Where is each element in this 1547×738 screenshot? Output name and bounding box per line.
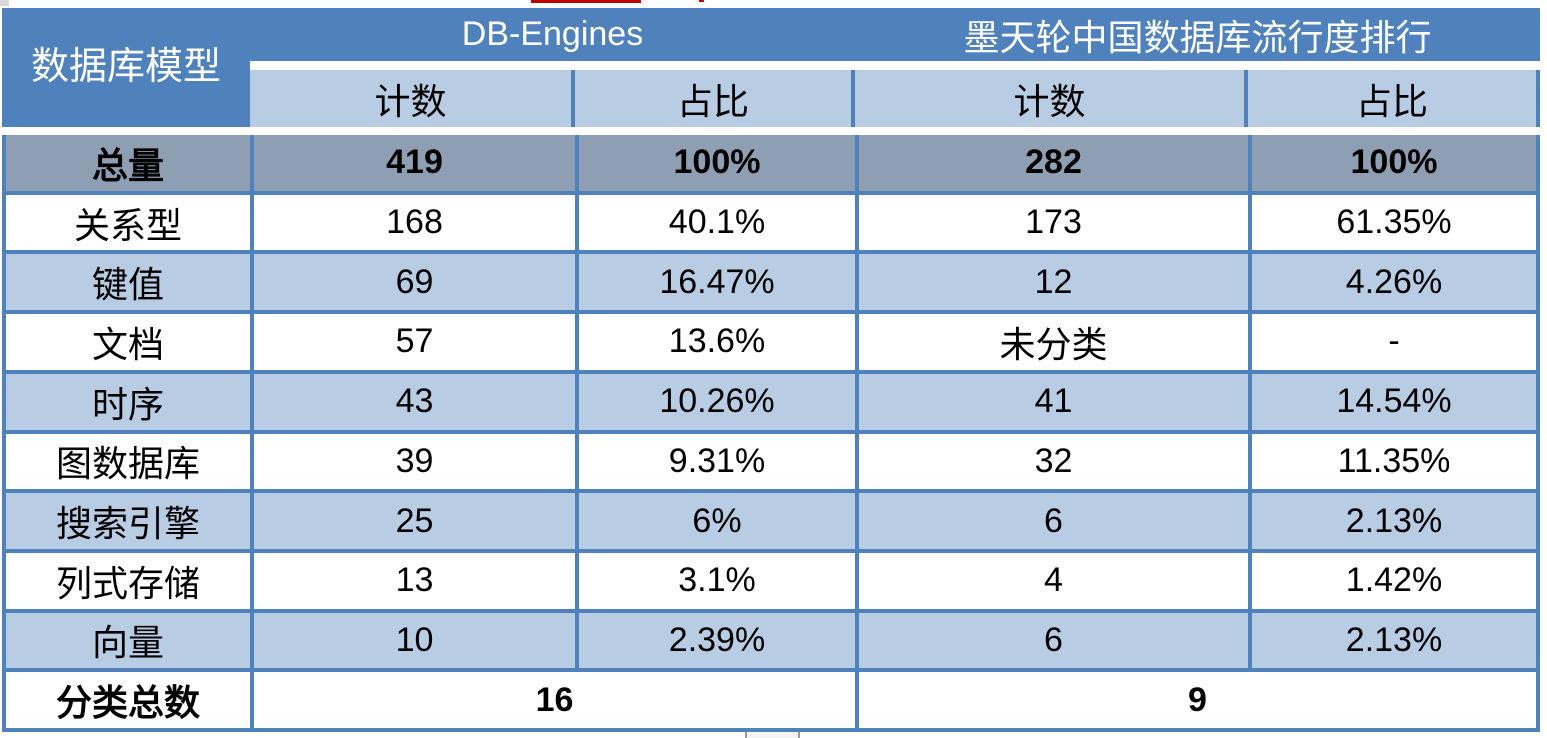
group-header-motianlun: 墨天轮中国数据库流行度排行 (855, 8, 1540, 61)
data-grid: 总量 419 100% 282 100% 关系型 168 40.1% 173 61.35% 键值 69… (2, 135, 1540, 732)
value-cell: 2.13% (1252, 612, 1536, 669)
value-cell: 16.47% (579, 254, 855, 311)
value-cell: 168 (254, 194, 575, 251)
value-cell: 13.6% (579, 314, 855, 370)
group-header-dbengines: DB-Engines (250, 8, 855, 61)
value-cell: 2.13% (1252, 493, 1536, 549)
value-cell: 6 (859, 493, 1248, 549)
value-cell: 173 (859, 194, 1248, 251)
value-cell: 9 (859, 672, 1536, 728)
subheader-count-dbengines: 计数 (250, 70, 571, 127)
row-label-cell: 列式存储 (6, 552, 250, 609)
value-cell: 4 (859, 552, 1248, 609)
value-cell: 4.26% (1252, 254, 1536, 311)
subheader-share-dbengines: 占比 (575, 70, 851, 127)
value-cell: 282 (859, 135, 1248, 191)
value-cell: 1.42% (1252, 552, 1536, 609)
value-cell: 419 (254, 135, 575, 191)
group-header-dbengines-label: DB-Engines (461, 15, 644, 53)
subheader-count-motianlun: 计数 (855, 70, 1244, 127)
value-cell: 25 (254, 493, 575, 549)
scrollbar-fragment[interactable] (745, 732, 800, 738)
row-label-cell: 关系型 (6, 194, 250, 251)
value-cell: 14.54% (1252, 373, 1536, 430)
value-cell: 9.31% (579, 433, 855, 490)
value-cell: 16 (254, 672, 855, 728)
value-cell: 43 (254, 373, 575, 430)
cropped-red-underline-artifact (531, 0, 641, 3)
row-label-cell: 分类总数 (6, 672, 250, 728)
value-cell: 61.35% (1252, 194, 1536, 251)
value-cell: 2.39% (579, 612, 855, 669)
value-cell: 11.35% (1252, 433, 1536, 490)
value-cell: 40.1% (579, 194, 855, 251)
row-label-cell: 总量 (6, 135, 250, 191)
value-cell: 100% (1252, 135, 1536, 191)
value-cell: 32 (859, 433, 1248, 490)
value-cell: 3.1% (579, 552, 855, 609)
value-cell: 6% (579, 493, 855, 549)
row-label-cell: 图数据库 (6, 433, 250, 490)
subheader-row: 计数 占比 计数 占比 (250, 70, 1540, 127)
value-cell: 6 (859, 612, 1248, 669)
value-cell: - (1252, 314, 1536, 370)
value-cell: 39 (254, 433, 575, 490)
value-cell: 10 (254, 612, 575, 669)
group-header-motianlun-label: 墨天轮中国数据库流行度排行 (963, 17, 1432, 58)
row-label-cell: 键值 (6, 254, 250, 311)
row-label-cell: 时序 (6, 373, 250, 430)
cropped-red-tick-artifact (699, 0, 704, 2)
value-cell: 100% (579, 135, 855, 191)
value-cell: 69 (254, 254, 575, 311)
subheader-share-motianlun: 占比 (1248, 70, 1536, 127)
header-gap-strip (250, 61, 1540, 70)
database-model-comparison-table: 数据库模型 DB-Engines 墨天轮中国数据库流行度排行 计数 占比 计数 … (2, 8, 1540, 732)
value-cell: 57 (254, 314, 575, 370)
value-cell: 未分类 (859, 314, 1248, 370)
value-cell: 10.26% (579, 373, 855, 430)
row-label-cell: 向量 (6, 612, 250, 669)
group-header-row: DB-Engines 墨天轮中国数据库流行度排行 (250, 8, 1540, 61)
corner-header-cell: 数据库模型 (2, 8, 250, 127)
row-label-cell: 搜索引擎 (6, 493, 250, 549)
top-left-crop-artifact (0, 0, 9, 6)
value-cell: 13 (254, 552, 575, 609)
corner-header-label: 数据库模型 (30, 46, 221, 88)
row-label-cell: 文档 (6, 314, 250, 370)
value-cell: 41 (859, 373, 1248, 430)
value-cell: 12 (859, 254, 1248, 311)
